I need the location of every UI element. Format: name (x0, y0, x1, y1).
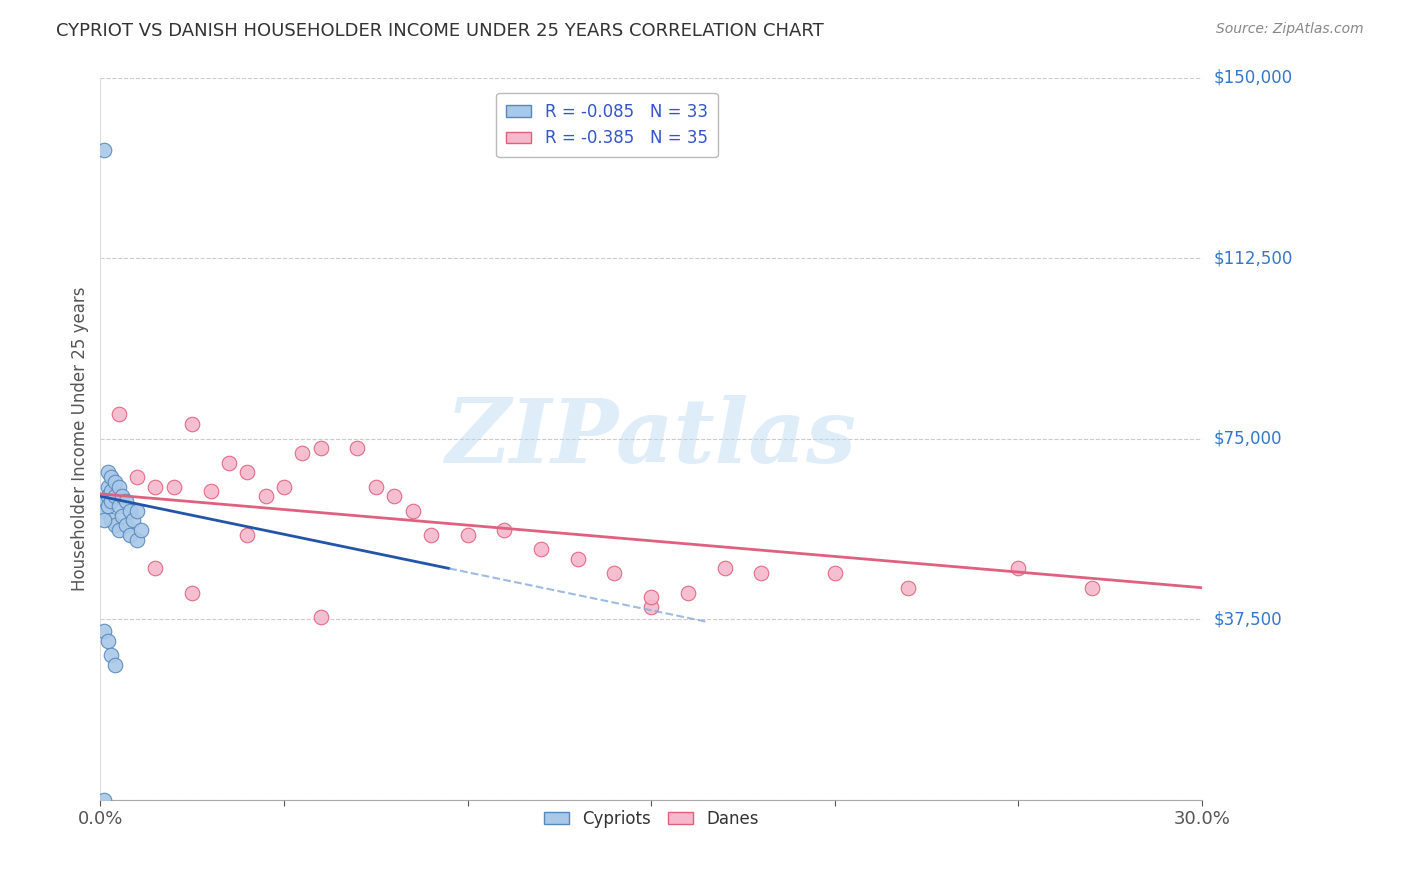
Point (97, 480, 120, 494)
Point (291, 446, 314, 460)
Point (104, 475, 127, 489)
Point (640, 599, 662, 614)
Point (364, 480, 387, 494)
Point (309, 441, 332, 455)
Text: ZIPatlas: ZIPatlas (446, 395, 856, 482)
Point (457, 528, 479, 542)
Point (273, 480, 295, 494)
Point (97, 499, 120, 513)
Point (93, 792, 115, 806)
Point (111, 508, 134, 523)
Point (107, 499, 129, 513)
Point (115, 494, 138, 508)
Point (419, 528, 441, 542)
Point (824, 566, 846, 581)
Point (97, 465, 120, 479)
Text: $75,000: $75,000 (1213, 430, 1282, 448)
Point (125, 533, 148, 547)
Point (1081, 581, 1104, 595)
Point (100, 484, 122, 499)
Point (129, 523, 152, 537)
Point (1007, 561, 1029, 575)
Point (200, 484, 222, 499)
Point (145, 480, 167, 494)
Point (145, 561, 167, 575)
Text: $37,500: $37,500 (1213, 610, 1282, 628)
Text: Source: ZipAtlas.com: Source: ZipAtlas.com (1216, 22, 1364, 37)
Point (97, 489, 120, 503)
Text: CYPRIOT VS DANISH HOUSEHOLDER INCOME UNDER 25 YEARS CORRELATION CHART: CYPRIOT VS DANISH HOUSEHOLDER INCOME UND… (56, 22, 824, 40)
Point (111, 489, 134, 503)
Point (530, 542, 553, 557)
Point (401, 504, 423, 518)
Point (163, 480, 186, 494)
Point (567, 552, 589, 566)
Point (104, 489, 127, 503)
Text: $112,500: $112,500 (1213, 249, 1292, 267)
Point (93, 143, 115, 157)
Point (93, 624, 115, 638)
Point (104, 518, 127, 533)
Point (118, 528, 141, 542)
Point (104, 657, 127, 672)
Point (93, 494, 115, 508)
Point (93, 513, 115, 527)
Point (93, 504, 115, 518)
Point (100, 513, 122, 527)
Point (115, 518, 138, 533)
Point (100, 648, 122, 662)
Point (100, 470, 122, 484)
Point (494, 523, 516, 537)
Point (897, 581, 920, 595)
Point (181, 585, 204, 599)
Point (309, 609, 332, 624)
Point (125, 470, 148, 484)
Point (125, 504, 148, 518)
Point (751, 566, 773, 581)
Point (107, 408, 129, 422)
Point (346, 441, 368, 455)
Point (254, 489, 277, 503)
Point (603, 566, 626, 581)
Point (676, 585, 699, 599)
Y-axis label: Householder Income Under 25 years: Householder Income Under 25 years (72, 286, 89, 591)
Point (107, 523, 129, 537)
Point (107, 480, 129, 494)
Point (118, 504, 141, 518)
Point (100, 494, 122, 508)
Point (236, 465, 259, 479)
Point (181, 417, 204, 431)
Point (218, 456, 240, 470)
Legend: Cypriots, Danes: Cypriots, Danes (537, 803, 765, 835)
Point (640, 591, 662, 605)
Point (713, 561, 735, 575)
Point (97, 633, 120, 648)
Text: $150,000: $150,000 (1213, 69, 1292, 87)
Point (382, 489, 405, 503)
Point (122, 513, 145, 527)
Point (236, 528, 259, 542)
